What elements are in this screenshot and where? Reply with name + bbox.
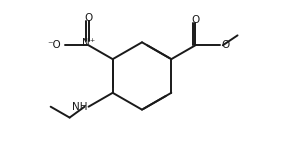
Text: ⁻O: ⁻O [47, 40, 61, 50]
Text: O: O [84, 13, 93, 22]
Text: O: O [221, 40, 229, 50]
Text: O: O [191, 15, 200, 25]
Text: N⁺: N⁺ [82, 38, 95, 48]
Text: NH: NH [72, 102, 87, 112]
